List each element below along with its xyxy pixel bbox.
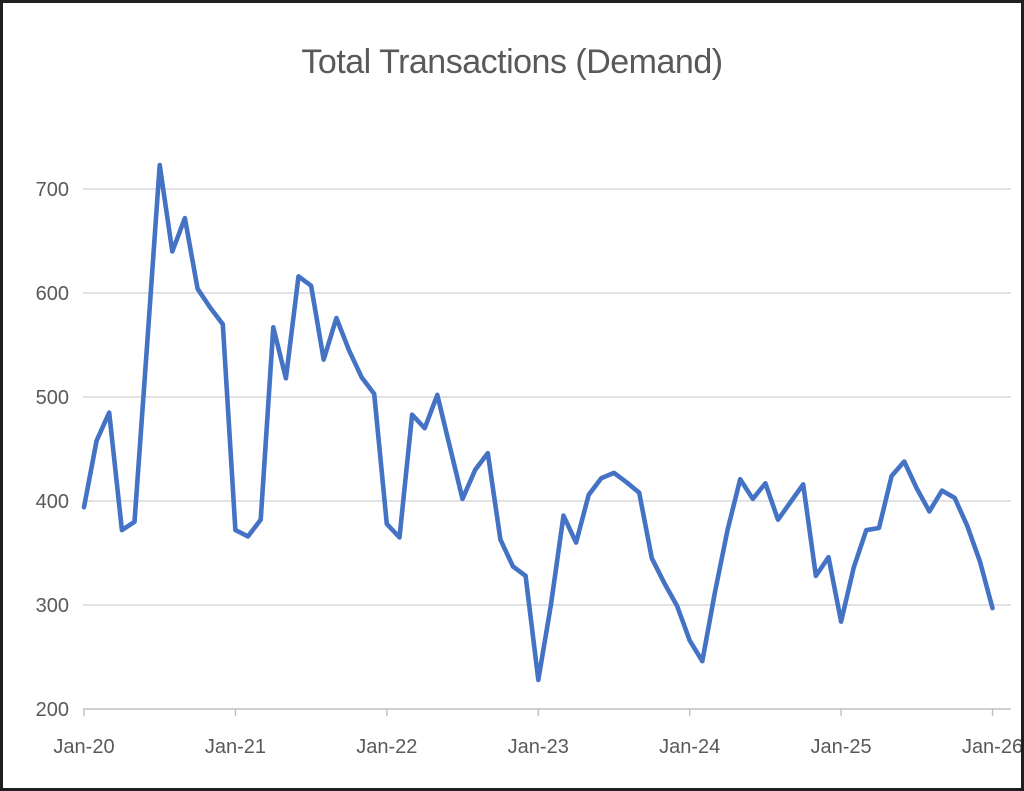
x-tick-label: Jan-24: [659, 736, 720, 758]
y-tick-label: 600: [36, 283, 69, 305]
x-tick-label: Jan-22: [356, 736, 417, 758]
total-transactions-line: [81, 162, 995, 683]
x-tick-label: Jan-20: [53, 736, 114, 758]
x-tick-label: Jan-26: [962, 736, 1023, 758]
gridlines: [83, 188, 1011, 710]
chart-title: Total Transactions (Demand): [301, 43, 723, 81]
x-tick-label: Jan-25: [811, 736, 872, 758]
y-axis-tick-labels: 700 600 500 400 300 200: [36, 179, 69, 721]
x-axis-tick-labels: Jan-20 Jan-21 Jan-22 Jan-23 Jan-24 Jan-25 Jan-…: [53, 736, 1023, 758]
data-series-line: [81, 162, 995, 683]
y-tick-label: 200: [36, 699, 69, 721]
y-tick-label: 400: [36, 491, 69, 513]
x-tick-label: Jan-23: [508, 736, 569, 758]
x-tick-label: Jan-21: [205, 736, 266, 758]
x-axis: [83, 709, 994, 716]
y-tick-label: 300: [36, 595, 69, 617]
y-tick-label: 500: [36, 387, 69, 409]
y-tick-label: 700: [36, 179, 69, 201]
